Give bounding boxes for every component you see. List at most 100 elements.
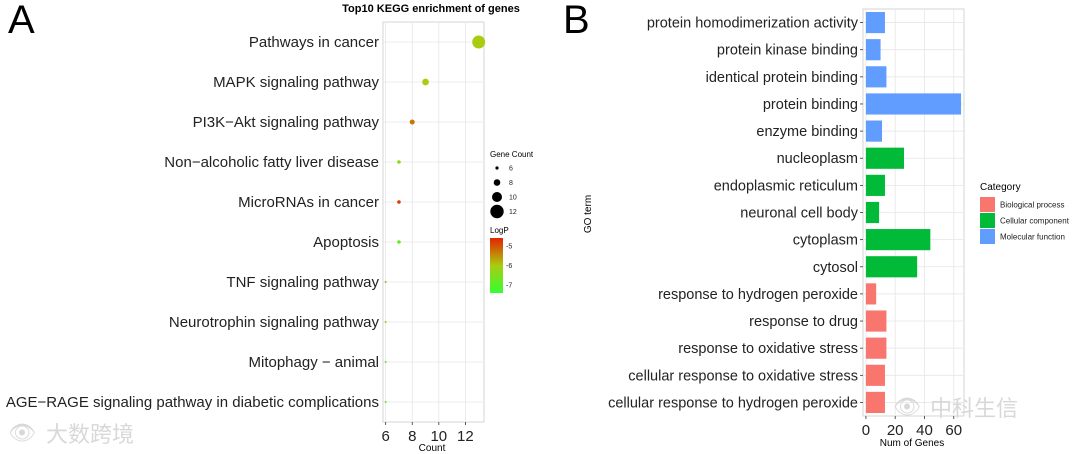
kegg-point [422, 78, 429, 86]
go-bar [865, 256, 918, 278]
y-tick-label-b: response to hydrogen peroxide [658, 287, 858, 303]
x-tick-label-b: 60 [945, 422, 962, 439]
y-tick-label-a: Apoptosis [313, 234, 379, 251]
watermark-a-text: 大数跨境 [46, 423, 134, 448]
category-legend: Category Biological process Cellular comp… [980, 182, 1070, 244]
size-legend-dot [490, 204, 504, 219]
go-bar-chart: B protein homodimerization activityprote… [563, 0, 1070, 449]
x-tick-label-a: 12 [457, 428, 474, 445]
kegg-point [397, 200, 401, 204]
y-tick-label-b: protein homodimerization activity [647, 16, 859, 32]
y-tick-label-b: cellular response to hydrogen peroxide [608, 395, 858, 411]
panel-a-letter: A [8, 0, 35, 42]
go-bar [865, 391, 885, 414]
y-tick-label-b: response to drug [749, 314, 858, 330]
size-legend-dot [493, 179, 501, 186]
size-legend-label: 6 [509, 166, 513, 173]
y-tick-label-a: TNF signaling pathway [226, 274, 379, 291]
y-tick-label-b: neuronal cell body [740, 206, 858, 222]
kegg-point [384, 321, 387, 323]
y-tick-label-a: Pathways in cancer [249, 34, 379, 51]
y-tick-label-a: MicroRNAs in cancer [238, 194, 379, 211]
kegg-point [397, 160, 401, 164]
y-tick-label-b: response to oxidative stress [678, 341, 858, 357]
y-tick-label-b: identical protein binding [706, 70, 858, 86]
color-legend: LogP -5 -6 -7 [490, 226, 512, 293]
size-legend: Gene Count 6 8 10 12 [490, 150, 534, 219]
y-tick-label-b: enzyme binding [756, 124, 858, 140]
y-tick-label-b: cellular response to oxidative stress [628, 368, 858, 384]
y-tick-labels-b: protein homodimerization activity protein… [608, 16, 863, 411]
go-bar [865, 283, 877, 305]
plot-area-a [382, 21, 485, 423]
go-bar [865, 66, 887, 88]
legend-swatch [980, 213, 995, 228]
go-bar [865, 120, 883, 142]
y-tick-label-a: PI3K−Akt signaling pathway [193, 114, 380, 131]
size-legend-title: Gene Count [490, 150, 534, 159]
size-legend-label: 8 [509, 180, 513, 187]
y-tick-label-a: Neurotrophin signaling pathway [169, 314, 380, 331]
color-legend-label: -7 [506, 283, 512, 290]
go-bar [865, 93, 962, 115]
x-tick-label-a: 10 [430, 428, 447, 445]
y-tick-label-b: cytoplasm [793, 233, 858, 249]
kegg-point [397, 240, 401, 244]
y-tick-label-b: endoplasmic reticulum [714, 178, 858, 194]
y-tick-labels-a: Pathways in cancer MAPK signaling pathway… [6, 34, 380, 411]
kegg-point [472, 35, 486, 49]
legend-swatch [980, 229, 995, 244]
x-tick-labels-b: 0 20 40 60 [862, 416, 962, 439]
color-legend-label: -5 [506, 243, 512, 250]
panel-b-letter: B [563, 0, 590, 42]
x-tick-label-a: 8 [408, 428, 416, 445]
y-tick-label-b: nucleoplasm [777, 151, 858, 167]
y-tick-label-a: Non−alcoholic fatty liver disease [164, 154, 379, 171]
kegg-point [409, 119, 415, 125]
color-legend-label: -6 [506, 263, 512, 270]
size-legend-label: 10 [509, 195, 517, 202]
go-bar [865, 310, 887, 332]
category-legend-title: Category [980, 182, 1021, 193]
watermark-b: 👁 [893, 395, 921, 420]
go-bar [865, 39, 881, 61]
legend-label: Cellular component [1000, 217, 1070, 226]
kegg-point [384, 281, 387, 283]
kegg-bubble-chart: A Top10 KEGG enrichment of genes Pathway… [6, 0, 534, 454]
go-bar [865, 229, 931, 251]
kegg-point [384, 401, 387, 403]
watermark-a: 👁 [8, 421, 36, 446]
go-bar [865, 174, 885, 196]
kegg-point [384, 361, 387, 363]
go-bar [865, 11, 885, 34]
y-tick-label-b: cytosol [813, 260, 858, 276]
size-legend-dot [492, 192, 502, 202]
color-legend-title: LogP [490, 226, 509, 235]
x-tick-label-b: 0 [862, 422, 870, 439]
go-bar [865, 364, 885, 386]
y-tick-label-b: protein kinase binding [717, 43, 858, 59]
x-axis-title-b: Num of Genes [880, 438, 944, 449]
x-tick-label-a: 6 [381, 428, 389, 445]
y-tick-label-b: protein binding [763, 97, 858, 113]
legend-swatch [980, 197, 995, 212]
x-tick-label-b: 40 [916, 422, 933, 439]
y-tick-label-a: Mitophagy − animal [249, 354, 380, 371]
watermark-b-text: 中科生信 [930, 397, 1018, 422]
go-bar [865, 147, 904, 169]
size-legend-label: 12 [509, 209, 517, 216]
x-axis-title-a: Count [419, 443, 446, 454]
legend-label: Biological process [1000, 201, 1064, 210]
y-axis-title-b: GO term [583, 195, 594, 233]
legend-label: Molecular function [1000, 233, 1065, 242]
x-tick-labels-a: 6 8 10 12 [381, 422, 474, 445]
y-tick-label-a: AGE−RAGE signaling pathway in diabetic c… [6, 394, 379, 411]
y-tick-label-a: MAPK signaling pathway [213, 74, 379, 91]
go-bar [865, 201, 880, 224]
x-tick-label-b: 20 [887, 422, 904, 439]
go-bar [865, 337, 887, 359]
color-legend-bar [490, 238, 503, 293]
chart-a-title: Top10 KEGG enrichment of genes [342, 3, 520, 15]
bars-b [865, 11, 962, 414]
